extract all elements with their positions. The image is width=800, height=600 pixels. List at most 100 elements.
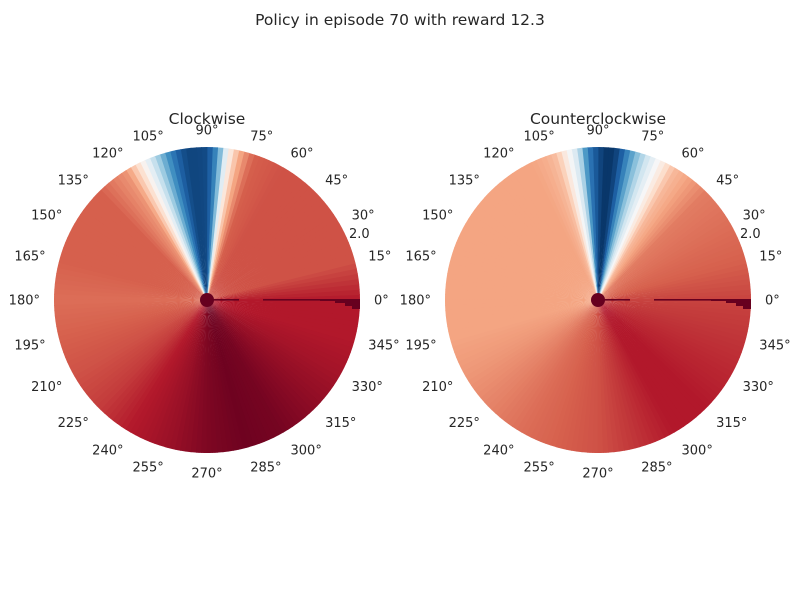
panel-title-counterclockwise: Counterclockwise — [530, 110, 666, 128]
theta-tick-label: 255° — [523, 461, 554, 476]
heatmap-wedge — [444, 294, 598, 301]
heatmap-wedges — [444, 146, 752, 454]
heatmap-wedge — [448, 262, 598, 300]
heatmap-wedge — [598, 300, 736, 373]
heatmap-wedge — [54, 283, 207, 300]
heatmap-wedge — [480, 197, 598, 300]
theta-tick-label: 210° — [422, 380, 453, 395]
theta-tick-label: 120° — [483, 146, 514, 161]
heatmap-wedge — [530, 300, 598, 440]
theta-tick-label: 225° — [58, 416, 89, 431]
heatmap-wedge — [207, 300, 335, 391]
heatmap-wedge — [487, 300, 598, 411]
heatmap-wedge — [598, 156, 656, 300]
heatmap-wedge — [54, 278, 207, 300]
heatmap-wedge — [598, 149, 631, 300]
heatmap-wedge — [207, 300, 357, 338]
radial-spike-step — [743, 299, 751, 309]
heatmap-wedge — [104, 182, 207, 300]
theta-tick-label: 75° — [250, 129, 273, 144]
heatmap-wedge — [86, 201, 207, 300]
heatmap-wedge — [207, 150, 245, 300]
heatmap-wedge — [598, 154, 651, 300]
heatmap-wedge — [89, 300, 207, 403]
heatmap-wedge — [598, 242, 742, 300]
heatmap-wedge — [477, 300, 598, 399]
heatmap-wedge — [63, 300, 208, 358]
theta-tick-label: 135° — [58, 173, 89, 188]
heatmap-wedge — [86, 300, 207, 399]
heatmap-wedge — [207, 156, 265, 300]
heatmap-wedge — [473, 205, 598, 300]
theta-tick-label: 300° — [291, 443, 322, 458]
heatmap-wedge — [525, 300, 598, 438]
heatmap-wedge — [521, 164, 598, 300]
heatmap-wedge — [516, 300, 598, 433]
heatmap-wedge — [71, 223, 207, 300]
heatmap-wedge — [77, 214, 207, 300]
heatmap-wedge — [598, 300, 746, 348]
heatmap-wedge — [207, 223, 343, 300]
heatmap-wedge — [82, 205, 207, 300]
heatmap-wedge — [465, 300, 598, 382]
heatmap-wedge — [57, 262, 208, 300]
theta-tick-label: 180° — [400, 294, 431, 309]
heatmap-wedge — [598, 300, 751, 322]
heatmap-wedge — [59, 252, 207, 300]
heatmap-wedge — [207, 300, 321, 407]
heatmap-wedge — [598, 147, 615, 300]
heatmap-wedge — [206, 146, 213, 300]
heatmap-wedge — [207, 197, 325, 300]
theta-tick-label: 90° — [195, 124, 218, 139]
heatmap-wedge — [207, 214, 337, 300]
heatmap-wedge — [521, 300, 598, 436]
heatmap-wedge — [468, 300, 598, 386]
heatmap-wedge — [581, 300, 598, 453]
heatmap-wedge — [93, 193, 207, 300]
heatmap-wedge — [512, 300, 598, 430]
theta-tick-label: 45° — [325, 173, 348, 188]
theta-tick-label: 300° — [682, 443, 713, 458]
heatmap-wedge — [130, 164, 207, 300]
heatmap-wedge — [598, 300, 742, 358]
heatmap-wedge — [470, 209, 598, 300]
heatmap-wedge — [447, 267, 598, 300]
heatmap-wedge — [598, 179, 697, 300]
heatmap-wedge — [598, 300, 744, 353]
heatmap-wedge — [598, 300, 741, 363]
heatmap-wedge — [207, 300, 359, 327]
heatmap-wedge — [207, 147, 219, 300]
theta-tick-label: 30° — [743, 209, 766, 224]
heatmap-wedge — [491, 186, 598, 300]
heatmap-wedge — [195, 300, 207, 453]
heatmap-wedge — [64, 237, 208, 300]
heatmap-wedge — [455, 300, 598, 363]
heatmap-wedge — [598, 164, 675, 300]
heatmap-wedge — [207, 300, 306, 421]
heatmap-wedge — [458, 232, 598, 300]
heatmap-wedge — [207, 300, 356, 343]
heatmap-wedge — [134, 162, 207, 300]
heatmap-wedge — [207, 154, 260, 300]
heatmap-wedge — [207, 147, 224, 300]
heatmap-wedge — [207, 300, 355, 348]
theta-tick-label: 255° — [132, 461, 163, 476]
heatmap-wedge — [207, 300, 340, 382]
heatmap-wedge — [598, 197, 716, 300]
heatmap-wedge — [74, 218, 207, 300]
heatmap-wedge — [100, 300, 207, 414]
heatmap-wedge — [598, 300, 693, 425]
theta-tick-label: 240° — [483, 443, 514, 458]
heatmap-wedge — [445, 288, 598, 300]
radial-spike-inner — [207, 299, 239, 301]
theta-tick-label: 270° — [191, 467, 222, 482]
heatmap-wedge — [144, 300, 207, 443]
heatmap-wedge — [598, 300, 726, 391]
heatmap-wedge — [53, 294, 208, 301]
heatmap-wedge — [207, 300, 360, 322]
heatmap-wedge — [592, 300, 599, 454]
heatmap-wedge — [116, 300, 207, 428]
heatmap-wedge — [207, 149, 240, 300]
heatmap-wedge — [207, 157, 270, 300]
